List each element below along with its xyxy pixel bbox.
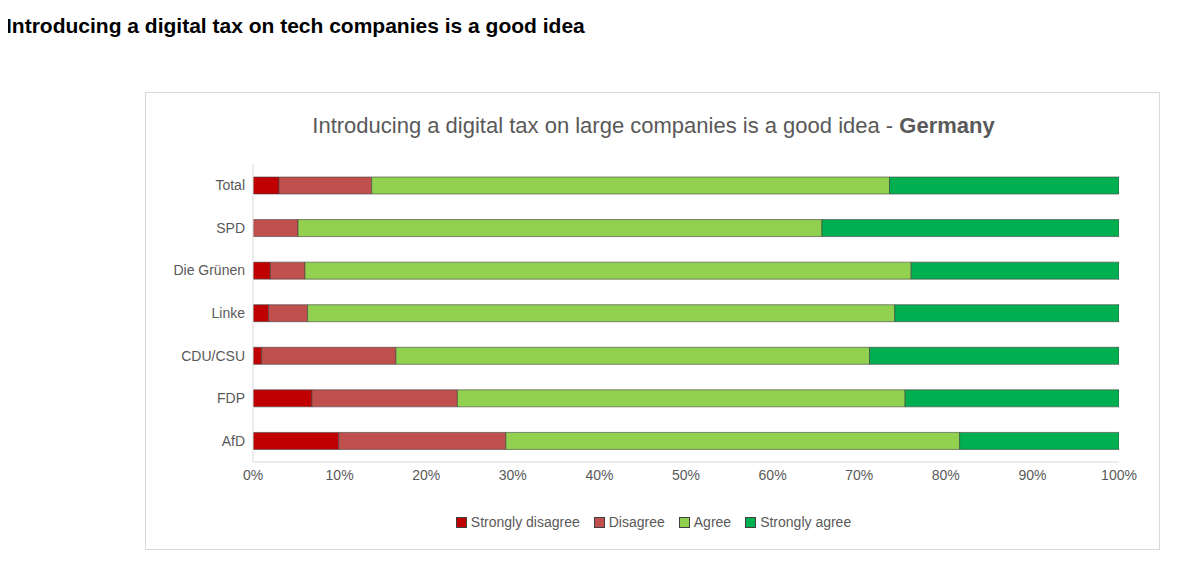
svg-text:Total: Total: [215, 177, 245, 193]
svg-text:20%: 20%: [412, 467, 440, 483]
svg-text:40%: 40%: [585, 467, 613, 483]
svg-text:0%: 0%: [243, 467, 263, 483]
html-text:Agree: Agree: [693, 514, 732, 530]
svg-text:70%: 70%: [845, 467, 873, 483]
svg-text:FDP: FDP: [217, 390, 245, 406]
html-text:Strongly disagree: Strongly disagree: [470, 514, 580, 530]
svg-text:50%: 50%: [672, 467, 700, 483]
svg-text:80%: 80%: [932, 467, 960, 483]
svg-text:10%: 10%: [326, 467, 354, 483]
html-text:Disagree: Disagree: [608, 514, 665, 530]
svg-text:Die Grünen: Die Grünen: [173, 262, 245, 278]
html-text:Introducing a digital tax on t: Introducing a digital tax on tech compan…: [6, 14, 585, 37]
svg-text:90%: 90%: [1018, 467, 1046, 483]
svg-text:100%: 100%: [1101, 467, 1137, 483]
svg-text:Linke: Linke: [212, 305, 246, 321]
svg-text:CDU/CSU: CDU/CSU: [181, 348, 245, 364]
svg-text:30%: 30%: [499, 467, 527, 483]
svg-text:SPD: SPD: [216, 220, 245, 236]
html-text:Strongly agree: Strongly agree: [760, 514, 852, 530]
html-text:Introducing a digital tax on l: Introducing a digital tax on large compa…: [312, 113, 995, 138]
svg-text:60%: 60%: [759, 467, 787, 483]
svg-text:AfD: AfD: [222, 433, 245, 449]
